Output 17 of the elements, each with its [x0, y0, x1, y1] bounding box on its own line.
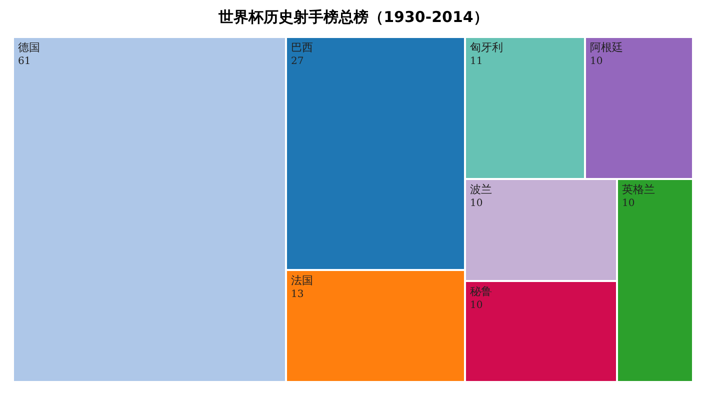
data-label: 10: [622, 198, 635, 209]
data-label: 10: [470, 198, 483, 209]
data-label: 13: [291, 289, 304, 300]
category-label: 匈牙利: [470, 41, 503, 54]
category-label: 法国: [291, 274, 313, 287]
data-label: 10: [590, 56, 603, 67]
category-label: 阿根廷: [590, 41, 623, 54]
data-label: 10: [470, 300, 483, 311]
category-label: 英格兰: [622, 183, 655, 196]
category-label: 巴西: [291, 41, 313, 54]
text: 世界杯历史射手榜总榜（1930-2014）: [218, 8, 490, 27]
data-label: 11: [470, 56, 483, 67]
category-label: 秘鲁: [470, 285, 492, 298]
category-label: 波兰: [470, 183, 492, 196]
data-label: 27: [291, 56, 304, 67]
data-label: 61: [18, 56, 31, 67]
category-label: 德国: [18, 41, 40, 54]
